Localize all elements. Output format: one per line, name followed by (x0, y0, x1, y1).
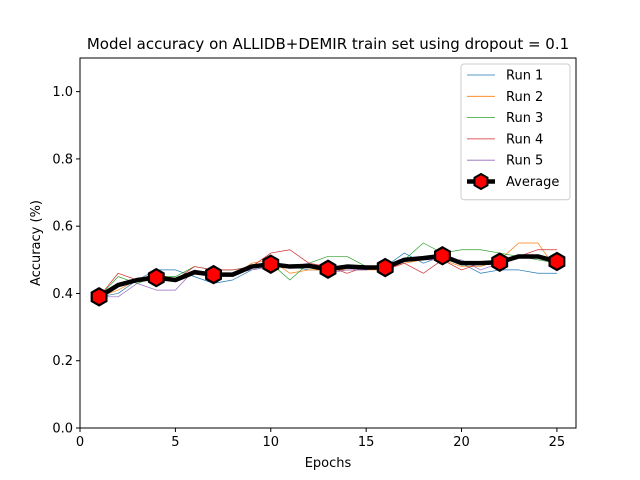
y-tick-label: 1.0 (52, 85, 73, 100)
x-tick-label: 5 (171, 435, 179, 450)
average-marker (376, 257, 394, 278)
y-tick-label: 0.2 (52, 354, 73, 369)
x-tick-label: 20 (453, 435, 470, 450)
legend-label-run-1: Run 1 (506, 69, 543, 84)
average-marker (205, 264, 222, 285)
y-axis-ticks: 0.0 0.2 0.4 0.6 0.8 1.0 (52, 85, 80, 437)
legend-marker-average (473, 172, 489, 191)
average-marker (548, 251, 566, 272)
y-tick-label: 0.8 (52, 152, 73, 167)
average-marker (262, 254, 280, 274)
plot-markers (90, 246, 566, 307)
average-marker (491, 252, 509, 272)
legend: Run 1 Run 2 Run 3 Run 4 Run 5 Average (460, 63, 571, 201)
x-tick-label: 25 (549, 435, 566, 450)
legend-label-run-3: Run 3 (506, 111, 543, 126)
x-axis-title: Epochs (305, 456, 352, 471)
series-line-run-3 (98, 242, 557, 298)
legend-label-run-4: Run 4 (506, 132, 543, 147)
average-marker (319, 259, 337, 280)
x-tick-label: 10 (262, 435, 279, 450)
legend-box (460, 63, 571, 201)
legend-label-average: Average (506, 175, 559, 190)
x-axis-ticks: 0 5 10 15 20 25 (76, 428, 565, 450)
chart-title: Model accuracy on ALLIDB+DEMIR train set… (87, 35, 569, 53)
y-tick-label: 0.6 (52, 220, 73, 235)
x-tick-label: 0 (76, 435, 84, 450)
y-tick-label: 0.4 (52, 287, 73, 302)
plot-frame (79, 57, 577, 429)
average-marker (90, 287, 108, 307)
average-marker (147, 267, 165, 288)
legend-label-run-5: Run 5 (506, 154, 543, 169)
average-marker (434, 246, 451, 266)
y-tick-label: 0.0 (52, 422, 73, 437)
legend-label-run-2: Run 2 (506, 90, 543, 105)
x-tick-label: 15 (358, 435, 375, 450)
y-axis-title: Accuracy (%) (29, 200, 44, 286)
